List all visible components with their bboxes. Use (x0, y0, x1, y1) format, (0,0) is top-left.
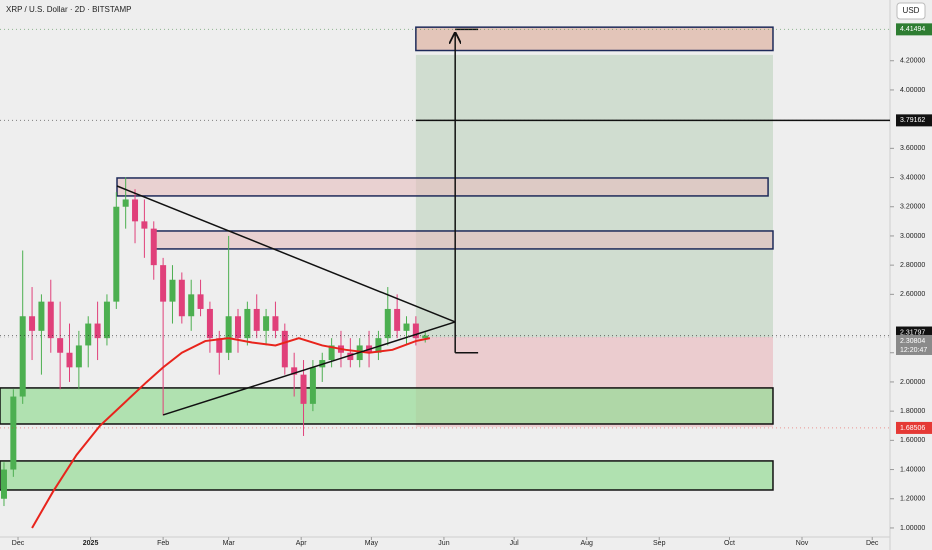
candle-body (150, 228, 157, 266)
zone (415, 26, 774, 52)
candle-body (57, 338, 64, 353)
price-tag-label: 2.30804 (900, 338, 925, 345)
chart-title: XRP / U.S. Dollar · 2D · BITSTAMP (6, 5, 132, 14)
candle-body (309, 367, 316, 404)
y-tick-label: 1.80000 (900, 408, 925, 415)
candle-body (19, 316, 26, 397)
candle-body (103, 301, 110, 339)
candle-body (225, 316, 232, 353)
x-tick-label: Nov (796, 540, 809, 547)
x-tick-label: Oct (724, 540, 735, 547)
y-tick-label: 3.00000 (900, 233, 925, 240)
x-tick-label: May (365, 540, 379, 547)
candle-body (141, 221, 148, 229)
y-tick-label: 2.60000 (900, 291, 925, 298)
price-tag-label: 2.31797 (900, 329, 925, 336)
candle-body (403, 323, 410, 331)
y-tick-label: 4.00000 (900, 87, 925, 94)
price-tag (896, 334, 932, 355)
plot (0, 26, 890, 529)
candle-body (347, 352, 354, 361)
candle-body (263, 316, 270, 331)
candle-body (94, 323, 101, 339)
x-tick-label: Feb (157, 540, 169, 547)
candle-body (0, 469, 7, 499)
zone (116, 177, 769, 197)
candle-body (244, 308, 251, 339)
candle-body (394, 308, 401, 331)
candle-body (300, 374, 307, 404)
y-tick-label: 1.00000 (900, 525, 925, 532)
candle-body (422, 335, 429, 339)
candle-body (85, 323, 92, 346)
candle-body (328, 345, 335, 361)
zone (0, 387, 774, 425)
candle-body (235, 316, 242, 339)
y-tick-label: 3.40000 (900, 174, 925, 181)
candle-body (206, 308, 213, 339)
candle-body (38, 301, 45, 331)
y-tick-label: 1.60000 (900, 437, 925, 444)
price-tag (896, 421, 932, 434)
y-tick-label: 3.60000 (900, 145, 925, 152)
currency[interactable]: USD (903, 6, 920, 15)
candle-body (29, 316, 36, 331)
x-tick-label: Dec (866, 540, 879, 547)
x-tick-label: Mar (223, 540, 236, 547)
candle-body (253, 308, 260, 331)
x-tick-label: Apr (296, 540, 308, 547)
candle-body (375, 338, 382, 353)
zone (154, 230, 774, 250)
currency-button[interactable] (896, 2, 926, 20)
candle-body (47, 301, 54, 339)
x-tick-label: Jun (438, 540, 449, 547)
candle-body (132, 199, 139, 222)
trend-line (116, 185, 456, 323)
x-tick-label: Jul (510, 540, 519, 547)
y-tick-label: 1.20000 (900, 496, 925, 503)
candle-body (412, 323, 419, 339)
candle-body (75, 345, 82, 368)
price-tag-label: 4.41494 (900, 26, 925, 33)
countdown: 12:20:47 (900, 347, 927, 354)
y-tick-label: 3.20000 (900, 204, 925, 211)
candle-body (66, 352, 73, 368)
candle-body (122, 199, 129, 207)
y-tick-label: 1.40000 (900, 466, 925, 473)
price-tag-label: 3.79162 (900, 117, 925, 124)
candle-body (169, 279, 176, 302)
candle-body (188, 294, 195, 317)
y-tick-label: 4.20000 (900, 58, 925, 65)
y-tick-label: 2.80000 (900, 262, 925, 269)
price-tag (896, 23, 932, 36)
candle-body (291, 367, 298, 375)
y-tick-label: 2.00000 (900, 379, 925, 386)
candle-body (281, 330, 288, 368)
price-tag-label: 1.68506 (900, 425, 925, 432)
x-tick-label: Aug (580, 540, 593, 547)
candle-body (160, 265, 167, 302)
trend-line (162, 321, 456, 416)
price-tag (896, 114, 932, 127)
candle-body (272, 316, 279, 331)
x-tick-label: Sep (653, 540, 666, 547)
candle-body (197, 294, 204, 309)
moving-average (31, 337, 431, 529)
candle-body (384, 308, 391, 339)
x-tick-label: Dec (12, 540, 25, 547)
zone (0, 460, 774, 491)
candle-body (216, 338, 223, 353)
candle-body (10, 396, 17, 470)
candle-body (113, 206, 120, 302)
x-tick-label: 2025 (83, 540, 99, 547)
candle-body (178, 279, 185, 317)
